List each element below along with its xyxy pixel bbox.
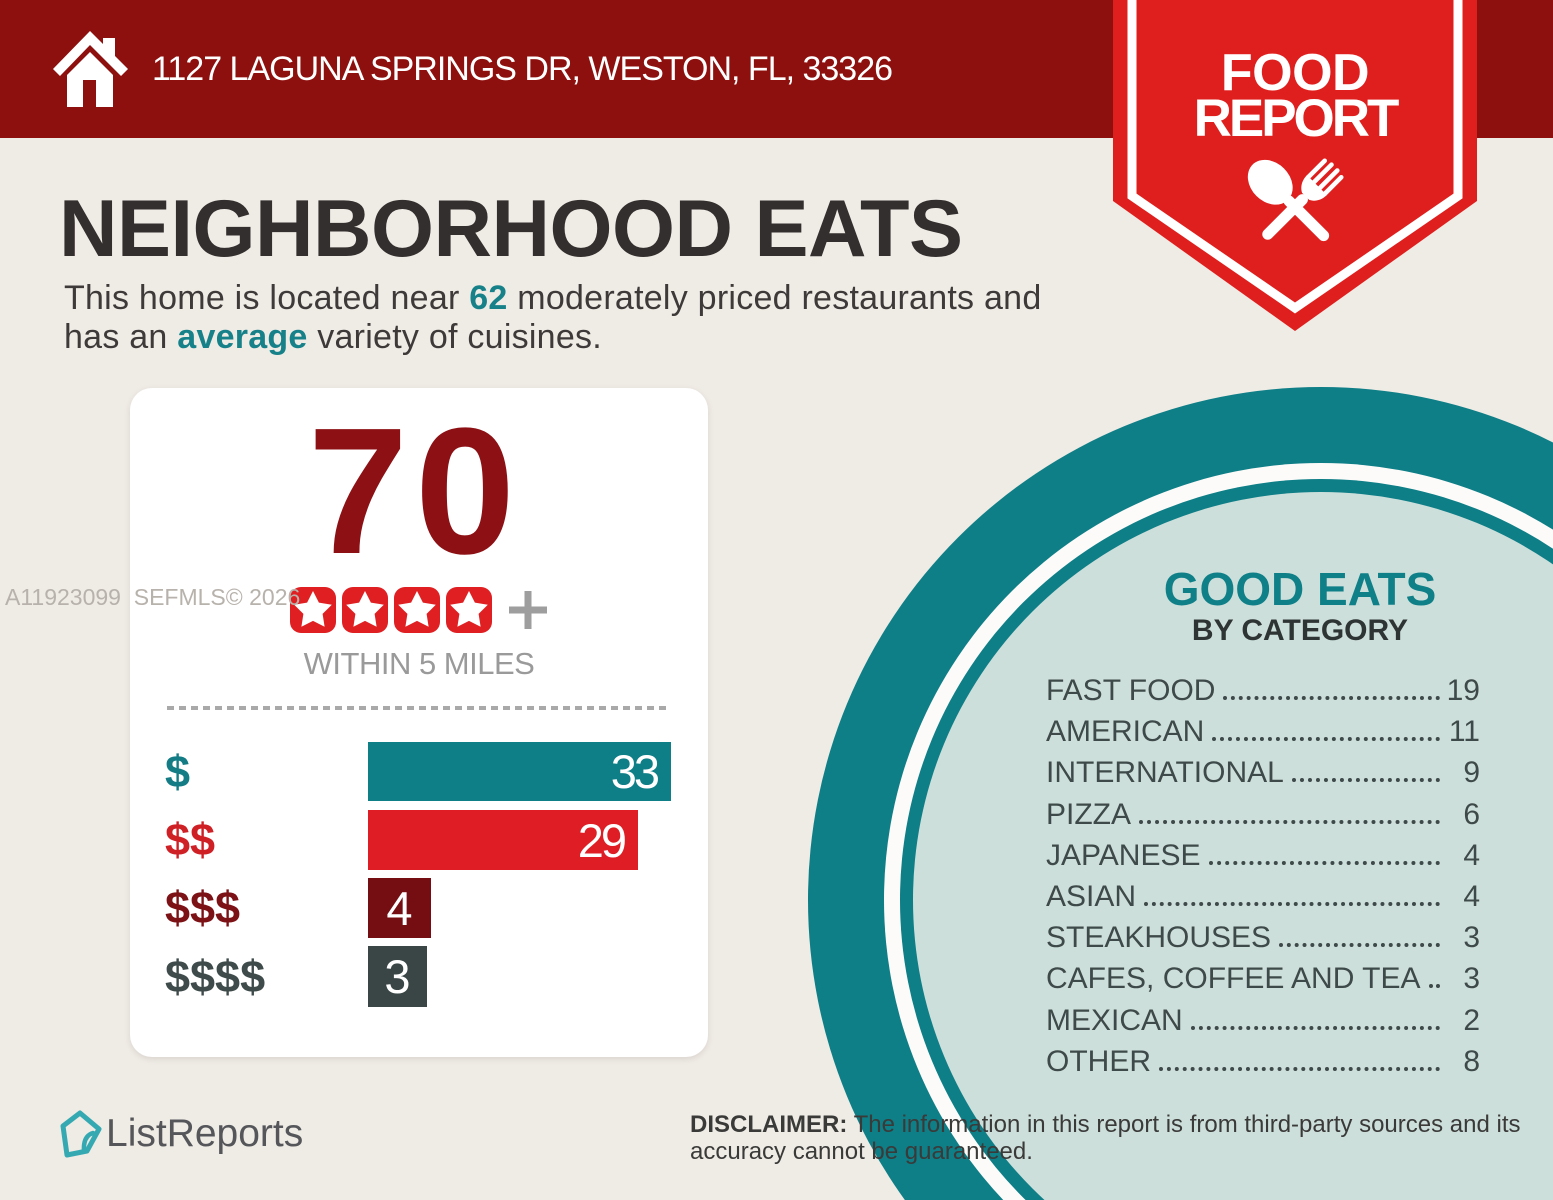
svg-text:REPORT: REPORT xyxy=(1194,89,1399,148)
svg-text:FOOD: FOOD xyxy=(1221,44,1369,102)
